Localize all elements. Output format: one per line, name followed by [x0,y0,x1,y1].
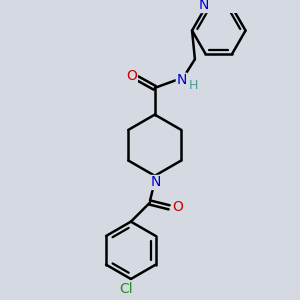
Text: Cl: Cl [119,281,133,296]
Text: H: H [188,79,198,92]
Text: N: N [176,73,187,87]
Text: N: N [198,0,209,13]
Text: O: O [126,69,137,83]
Text: O: O [172,200,183,214]
Text: N: N [151,176,161,190]
